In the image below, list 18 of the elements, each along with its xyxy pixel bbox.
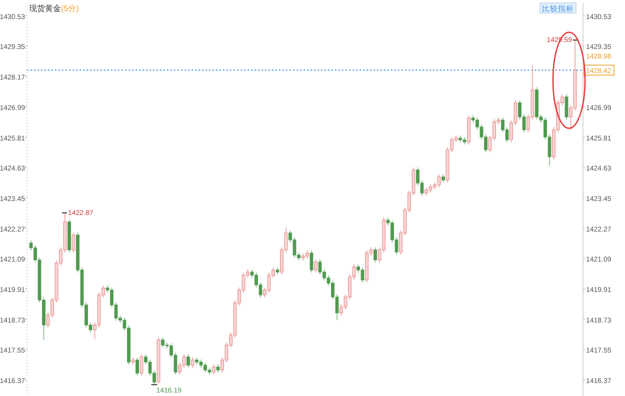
candlestick — [136, 356, 139, 376]
candlestick — [204, 362, 207, 374]
candlestick — [182, 354, 186, 368]
candlestick — [212, 364, 216, 376]
candlestick — [374, 246, 377, 264]
candlestick — [310, 250, 314, 274]
candlestick — [314, 258, 318, 274]
candlestick — [161, 336, 164, 348]
candlestick — [467, 114, 470, 145]
candlestick — [292, 236, 296, 258]
candlestick — [564, 94, 568, 120]
candlestick — [140, 354, 144, 376]
candlestick — [186, 354, 190, 368]
candlestick — [360, 266, 364, 284]
candlestick — [190, 356, 194, 368]
chart-title: 现货黄金 — [29, 4, 61, 13]
chart-subtitle: (5分) — [61, 4, 80, 13]
candlestick — [318, 258, 322, 276]
